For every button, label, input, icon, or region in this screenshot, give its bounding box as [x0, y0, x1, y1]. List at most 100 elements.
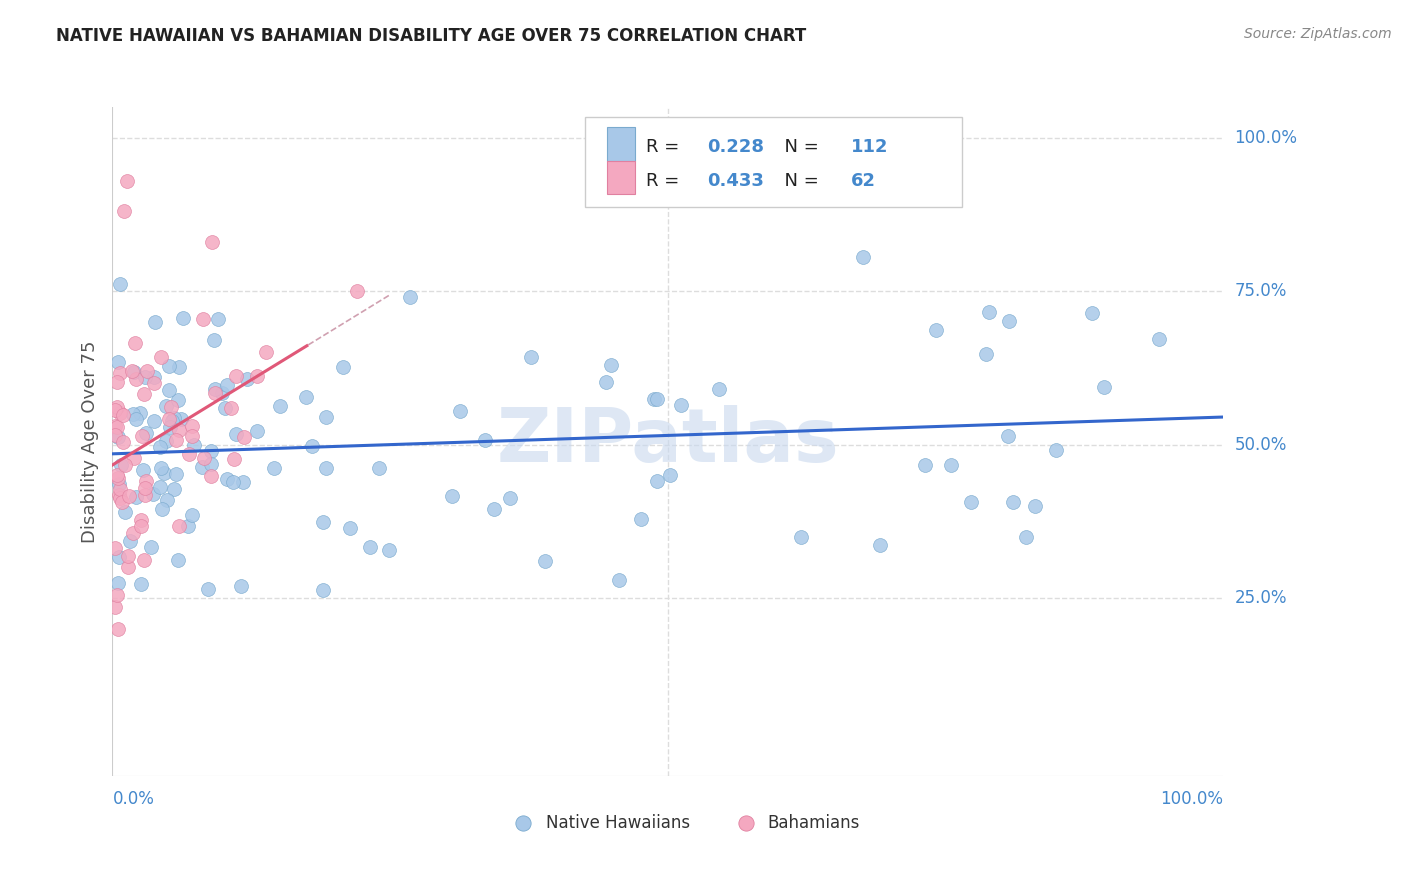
Point: [104, 541, 127, 555]
Point: [167, 553, 190, 567]
Point: [215, 472, 238, 486]
Point: [201, 235, 224, 249]
Point: [117, 560, 139, 574]
Text: 62: 62: [851, 171, 876, 190]
Point: [167, 359, 190, 374]
Text: 0.433: 0.433: [707, 171, 763, 190]
Point: [115, 174, 138, 188]
Point: [135, 426, 157, 441]
Point: [120, 534, 142, 549]
Point: [105, 588, 128, 602]
Point: [246, 424, 269, 438]
Point: [219, 401, 242, 416]
Point: [110, 458, 132, 472]
Point: [1024, 499, 1046, 513]
Point: [181, 419, 204, 434]
Point: [160, 400, 183, 414]
Point: [131, 429, 153, 443]
Point: [346, 284, 368, 298]
Point: [122, 526, 145, 541]
Point: [200, 469, 222, 483]
Point: [315, 460, 337, 475]
Point: [600, 358, 623, 372]
Point: [914, 458, 936, 473]
Point: [229, 579, 252, 593]
Text: 25.0%: 25.0%: [1234, 589, 1286, 607]
FancyBboxPatch shape: [607, 128, 634, 161]
Point: [191, 459, 214, 474]
Text: 112: 112: [851, 138, 889, 156]
Point: [143, 376, 166, 390]
Point: [1001, 495, 1024, 509]
Point: [233, 430, 256, 444]
Point: [852, 250, 875, 264]
Point: [367, 460, 389, 475]
Point: [440, 489, 463, 503]
Point: [165, 467, 187, 481]
Point: [645, 392, 668, 406]
Point: [143, 315, 166, 329]
Point: [150, 501, 173, 516]
Point: [225, 427, 247, 442]
Text: 75.0%: 75.0%: [1234, 282, 1286, 301]
Point: [204, 385, 226, 400]
Text: 0.228: 0.228: [707, 138, 763, 156]
Point: [105, 420, 128, 434]
Point: [112, 435, 135, 450]
Point: [108, 277, 131, 291]
Point: [132, 387, 155, 401]
Point: [181, 508, 204, 522]
Point: [163, 483, 186, 497]
Point: [202, 333, 225, 347]
Point: [105, 375, 128, 389]
Point: [269, 400, 291, 414]
Point: [177, 519, 200, 533]
Point: [118, 489, 141, 503]
Point: [134, 481, 156, 495]
Point: [152, 466, 174, 480]
Text: ZIPatlas: ZIPatlas: [496, 405, 839, 478]
Point: [200, 443, 222, 458]
Point: [121, 364, 143, 378]
Point: [104, 428, 127, 442]
Point: [449, 404, 471, 418]
Point: [142, 370, 165, 384]
Text: R =: R =: [645, 138, 685, 156]
Point: [225, 369, 247, 384]
Point: [1015, 530, 1038, 544]
Point: [183, 437, 205, 451]
Point: [222, 452, 245, 467]
Point: [104, 599, 127, 614]
Point: [169, 423, 191, 437]
Point: [142, 487, 165, 501]
Point: [263, 461, 285, 475]
Point: [104, 419, 127, 434]
Point: [339, 521, 361, 535]
Point: [630, 512, 652, 526]
Point: [150, 350, 173, 364]
Point: [135, 364, 157, 378]
Point: [135, 474, 157, 488]
Point: [959, 495, 981, 509]
Point: [499, 491, 522, 505]
Text: Native Hawaiians: Native Hawaiians: [546, 814, 690, 832]
Point: [108, 549, 131, 564]
Point: [790, 530, 813, 544]
Point: [191, 311, 214, 326]
Point: [125, 490, 148, 504]
Point: [129, 519, 152, 533]
Text: NATIVE HAWAIIAN VS BAHAMIAN DISABILITY AGE OVER 75 CORRELATION CHART: NATIVE HAWAIIAN VS BAHAMIAN DISABILITY A…: [56, 27, 807, 45]
Point: [246, 368, 269, 383]
Point: [607, 573, 630, 587]
Point: [974, 346, 997, 360]
Point: [172, 311, 194, 326]
Point: [179, 447, 201, 461]
Point: [315, 409, 337, 424]
Text: N =: N =: [773, 138, 825, 156]
Point: [193, 451, 215, 466]
Point: [482, 501, 505, 516]
Point: [232, 475, 254, 489]
Point: [134, 488, 156, 502]
Point: [939, 458, 962, 472]
Point: [117, 549, 139, 564]
